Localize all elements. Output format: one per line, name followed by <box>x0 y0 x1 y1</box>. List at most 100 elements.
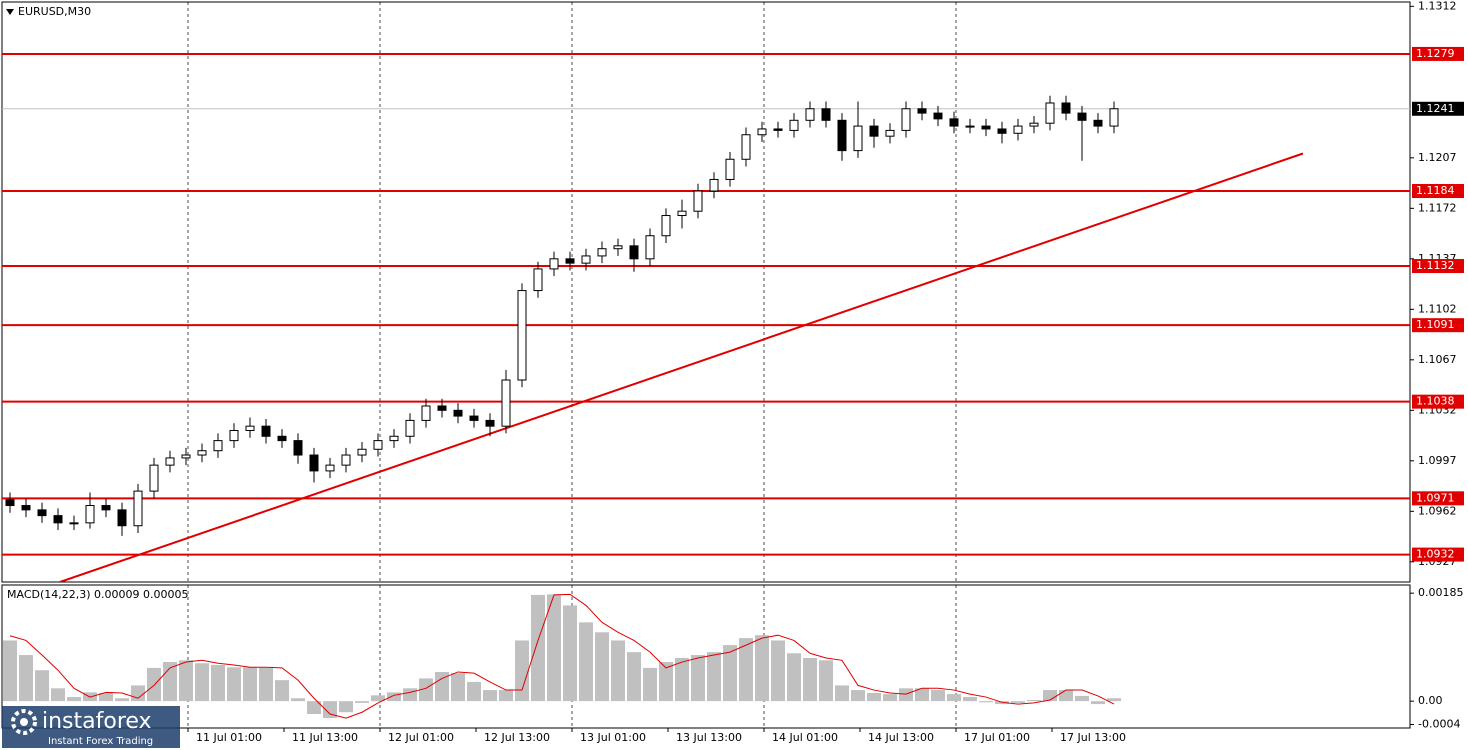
candle-body <box>501 379 511 427</box>
candle-body <box>901 108 911 131</box>
level-label: 1.1279 <box>1416 47 1455 60</box>
candle-body <box>517 290 527 381</box>
macd-bar <box>979 701 993 703</box>
macd-bar <box>35 670 49 702</box>
candle-body <box>1029 122 1039 127</box>
candle-body <box>213 440 223 452</box>
candle-body <box>261 425 271 437</box>
candle-body <box>997 128 1007 134</box>
macd-bar <box>435 671 449 702</box>
macd-bar <box>851 690 865 702</box>
macd-bar <box>99 692 113 702</box>
candle-body <box>789 119 799 131</box>
macd-bar <box>963 697 977 702</box>
x-tick-label: 12 Jul 01:00 <box>388 731 454 744</box>
macd-bar <box>547 594 561 702</box>
x-tick-label: 12 Jul 13:00 <box>484 731 550 744</box>
candle-body <box>229 430 239 442</box>
candle-body <box>741 134 751 160</box>
level-box <box>1412 394 1464 409</box>
candle-body <box>981 125 991 130</box>
macd-bar <box>483 690 497 702</box>
candle-body <box>341 454 351 466</box>
macd-bar <box>579 622 593 702</box>
macd-bar <box>899 688 913 702</box>
x-tick-label: 17 Jul 01:00 <box>964 731 1030 744</box>
y-tick-label: 1.1207 <box>1418 151 1457 164</box>
candle-body <box>1013 125 1023 134</box>
y-tick-label: 1.1312 <box>1418 0 1457 12</box>
current-price-label: 1.1241 <box>1416 102 1455 115</box>
candle-body <box>565 258 575 264</box>
macd-bar <box>195 663 209 702</box>
candle-body <box>1077 112 1087 121</box>
logo: instaforex Instant Forex Trading <box>2 706 180 748</box>
x-tick-label: 14 Jul 13:00 <box>868 731 934 744</box>
macd-bar <box>227 667 241 702</box>
candle-body <box>373 440 383 450</box>
candle-body <box>805 108 815 121</box>
macd-bar <box>291 698 305 702</box>
level-label: 1.0932 <box>1416 548 1455 561</box>
macd-bar <box>819 660 833 702</box>
macd-bar <box>643 667 657 702</box>
y-tick-label: 1.1067 <box>1418 353 1457 366</box>
candle-body <box>293 440 303 456</box>
symbol-menu-arrow[interactable] <box>6 9 14 15</box>
x-tick-label: 13 Jul 13:00 <box>676 731 742 744</box>
macd-bar <box>1107 698 1121 702</box>
macd-y-tick-label: 0.00 <box>1418 694 1443 707</box>
macd-plot <box>3 585 1121 728</box>
candle-body <box>181 454 191 459</box>
macd-signal <box>9 593 1115 719</box>
candle-body <box>965 125 975 128</box>
candle-body <box>197 450 207 456</box>
candle-body <box>869 125 879 137</box>
candle-body <box>117 509 127 527</box>
macd-bar <box>275 680 289 702</box>
y-tick-label: 1.1102 <box>1418 302 1457 315</box>
level-box <box>1412 491 1464 506</box>
candle-body <box>853 125 863 152</box>
candle-body <box>549 258 559 270</box>
candle-body <box>485 419 495 427</box>
candle-body <box>437 405 447 411</box>
macd-bar <box>499 690 513 702</box>
candle-body <box>725 158 735 180</box>
candle-body <box>597 248 607 257</box>
macd-bar <box>739 638 753 702</box>
macd-y-tick-label: -0.0004 <box>1418 717 1460 730</box>
macd-bar <box>179 660 193 702</box>
macd-bar <box>803 657 817 702</box>
main-panel <box>1 1 1411 583</box>
macd-bar <box>883 694 897 702</box>
candle-body <box>85 505 95 524</box>
macd-bar <box>595 632 609 702</box>
candle-body <box>37 509 47 517</box>
macd-bar <box>1043 690 1057 702</box>
level-label: 1.1091 <box>1416 318 1455 331</box>
candle-body <box>933 112 943 120</box>
macd-bar <box>755 635 769 702</box>
macd-bar <box>931 690 945 702</box>
candle-body <box>357 448 367 456</box>
candle-body <box>773 128 783 131</box>
candle-body <box>661 215 671 237</box>
candle-body <box>421 405 431 421</box>
candle-body <box>677 210 687 217</box>
macd-bar <box>403 688 417 702</box>
current-price-box <box>1412 101 1464 116</box>
trendline <box>59 152 1304 582</box>
axes: 11 Jul 01:00 11 Jul 13:00 12 Jul 01:00 12 J… <box>187 0 1464 744</box>
candle-body <box>757 128 767 136</box>
macd-bar <box>787 653 801 702</box>
candle-body <box>645 235 655 260</box>
macd-bar <box>3 640 17 702</box>
y-tick-label: 1.0962 <box>1418 504 1457 517</box>
candle-body <box>1045 102 1055 124</box>
macd-title: MACD(14,22,3) 0.00009 0.00005 <box>7 588 189 601</box>
x-tick-label: 17 Jul 13:00 <box>1060 731 1126 744</box>
candle-body <box>149 464 159 492</box>
